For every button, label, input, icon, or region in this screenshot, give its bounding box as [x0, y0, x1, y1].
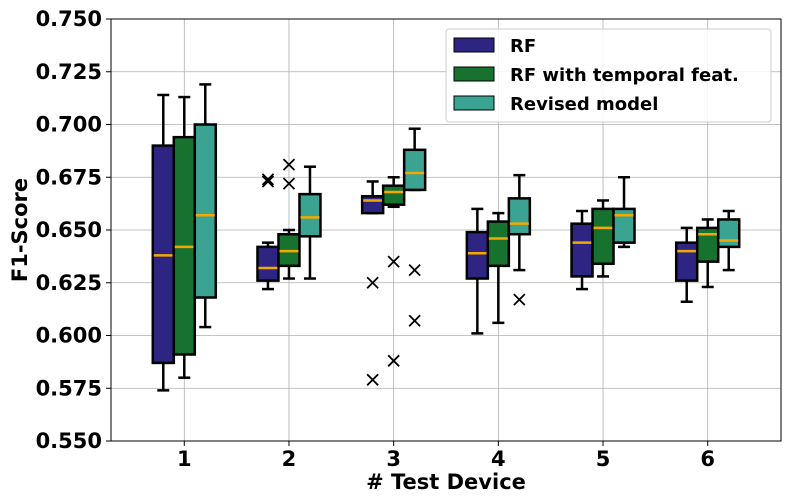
box-body	[402, 148, 427, 192]
y-tick-label: 0.675	[36, 165, 102, 189]
legend-label: Revised model	[510, 94, 658, 115]
outlier-point	[261, 175, 275, 188]
outlier-point	[387, 255, 400, 268]
box-3-3	[402, 127, 427, 327]
outlier-stroke	[408, 263, 421, 277]
legend-frame	[445, 28, 772, 123]
outlier-stroke	[387, 255, 400, 268]
box-2-3	[381, 176, 406, 367]
outlier-stroke	[282, 177, 296, 190]
x-tick-label: 1	[177, 447, 192, 471]
y-tick-label: 0.625	[36, 271, 102, 295]
box-body	[298, 192, 322, 238]
box-1-4	[465, 207, 490, 335]
box-body	[591, 207, 615, 266]
box-body	[695, 226, 720, 263]
outlier-point	[408, 263, 421, 277]
box-body	[716, 218, 741, 249]
box-body	[570, 222, 594, 278]
outlier-point	[366, 373, 379, 386]
box-2-6	[695, 218, 720, 289]
box-body	[360, 194, 385, 215]
box-3-4	[507, 173, 532, 306]
outlier-stroke	[387, 354, 400, 367]
box-2-1	[172, 95, 197, 379]
legend-item: RF	[453, 36, 536, 57]
x-tick-label: 4	[491, 447, 506, 471]
outlier-point	[408, 314, 421, 327]
box-2-4	[486, 211, 511, 325]
y-tick-label: 0.725	[36, 60, 102, 84]
box-body	[256, 245, 280, 282]
outlier-stroke	[408, 314, 421, 327]
box-3-5	[612, 176, 636, 249]
box-1-5	[570, 209, 594, 291]
legend-label: RF	[510, 36, 536, 57]
box-body	[507, 197, 532, 236]
box-1-2	[256, 173, 280, 291]
box-3-6	[716, 209, 741, 272]
box-1-3	[360, 180, 385, 386]
box-body	[193, 123, 218, 299]
outlier-point	[513, 293, 526, 306]
x-tick-label: 6	[700, 447, 715, 471]
legend-swatch	[453, 66, 495, 82]
outlier-stroke	[282, 158, 296, 171]
y-tick-label: 0.650	[36, 218, 102, 242]
x-tick-label: 3	[386, 447, 401, 471]
outlier-point	[261, 173, 275, 186]
box-body	[465, 230, 490, 280]
y-tick-label: 0.700	[36, 113, 102, 137]
y-tick-label: 0.575	[36, 376, 102, 400]
x-tick-label: 2	[282, 447, 297, 471]
outlier-point	[387, 354, 400, 367]
box-body	[381, 184, 406, 206]
y-tick-label: 0.550	[36, 429, 102, 453]
box-2-2	[277, 158, 301, 280]
outlier-stroke	[366, 373, 379, 386]
outlier-stroke	[366, 276, 379, 289]
legend: RF RF with temporal feat. Revised model	[445, 28, 772, 123]
outlier-point	[366, 276, 379, 289]
box-3-2	[298, 165, 322, 280]
legend-swatch	[453, 95, 495, 111]
box-3-1	[193, 83, 218, 329]
legend-label: RF with temporal feat.	[510, 65, 739, 86]
box-body	[486, 220, 511, 268]
legend-item: RF with temporal feat.	[453, 65, 739, 86]
x-tick-label: 5	[596, 447, 611, 471]
x-axis-title: # Test Device	[366, 470, 526, 494]
axis-ticks: 0.550 0.575 0.600 0.625 0.650 0.675 0.700 0.725…	[36, 7, 715, 471]
box-body	[674, 241, 699, 282]
box-body	[612, 207, 636, 244]
outlier-point	[282, 158, 296, 171]
legend-item: Revised model	[453, 94, 658, 115]
outlier-stroke	[261, 173, 275, 186]
y-tick-label: 0.600	[36, 324, 102, 348]
y-tick-label: 0.750	[36, 7, 102, 31]
legend-swatch	[453, 37, 495, 53]
outlier-point	[282, 177, 296, 190]
box-plots	[151, 83, 741, 392]
outlier-stroke	[513, 293, 526, 306]
outlier-stroke	[261, 175, 275, 188]
y-axis-title: F1-Score	[8, 178, 32, 282]
